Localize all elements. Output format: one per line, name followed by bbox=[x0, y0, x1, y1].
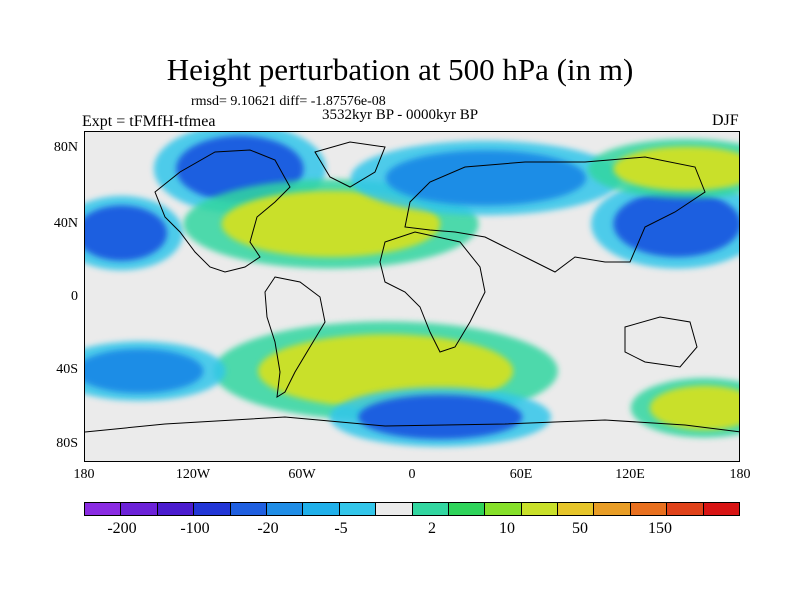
colorbar-label: -100 bbox=[180, 520, 210, 537]
lon-label-60e: 60E bbox=[509, 467, 533, 482]
colorbar-label: 150 bbox=[648, 520, 672, 537]
colorbar-box bbox=[121, 503, 158, 515]
field-region-east-asia-low bbox=[613, 190, 739, 258]
colorbar-box bbox=[412, 503, 449, 515]
coast-africa bbox=[379, 231, 486, 353]
colorbar-box bbox=[339, 503, 377, 515]
field-region-europe-low bbox=[385, 150, 587, 206]
colorbar-label: 2 bbox=[428, 520, 436, 537]
period-subtitle: 3532kyr BP - 0000kyr BP bbox=[322, 107, 479, 123]
coast-antarctica bbox=[85, 416, 739, 433]
lon-label-60w: 60W bbox=[288, 467, 316, 482]
colorbar-box bbox=[85, 503, 122, 515]
coast-south-america bbox=[264, 276, 326, 398]
lat-label-0: 0 bbox=[71, 289, 78, 304]
colorbar-box bbox=[703, 503, 740, 515]
colorbar-box bbox=[630, 503, 668, 515]
colorbar-box bbox=[230, 503, 267, 515]
coast-australia bbox=[624, 316, 698, 368]
colorbar-label: -5 bbox=[334, 520, 348, 537]
map-canvas bbox=[85, 132, 739, 447]
colorbar-box bbox=[594, 503, 631, 515]
colorbar-box bbox=[667, 503, 704, 515]
experiment-label: Expt = tFMfH-tfmea bbox=[82, 113, 216, 130]
coast-greenland bbox=[314, 141, 386, 188]
colorbar-label: -20 bbox=[257, 520, 279, 537]
coastline-layer bbox=[85, 141, 739, 433]
colorbar-box bbox=[157, 503, 195, 515]
field-region-north-atlantic-high bbox=[221, 190, 441, 258]
colorbar-box bbox=[266, 503, 304, 515]
map-plot-area bbox=[84, 131, 740, 462]
colorbar-box bbox=[376, 503, 413, 515]
lon-label-0: 0 bbox=[408, 467, 416, 482]
colorbar-label: 10 bbox=[499, 520, 515, 537]
map-title: Height perturbation at 500 hPa (in m) bbox=[166, 52, 634, 87]
field-region-southern-ocean-low bbox=[358, 394, 523, 440]
coast-eurasia bbox=[404, 156, 706, 273]
lon-label-180w: 180 bbox=[73, 467, 95, 482]
lon-label-120e: 120E bbox=[615, 467, 645, 482]
lon-label-120w: 120W bbox=[175, 467, 211, 482]
stats-text: rmsd= 9.10621 diff= -1.87576e-08 bbox=[191, 94, 386, 109]
field-region-north-pacific-low bbox=[85, 205, 167, 261]
colorbar-label: 50 bbox=[572, 520, 588, 537]
colorbar-box bbox=[521, 503, 559, 515]
colorbar-box bbox=[448, 503, 486, 515]
coast-north-america bbox=[154, 149, 291, 273]
lon-label-180e: 180 bbox=[729, 467, 751, 482]
field-region-siberia-high bbox=[613, 146, 739, 191]
lat-label-80s: 80S bbox=[56, 436, 78, 451]
lat-label-40n: 40N bbox=[53, 216, 78, 231]
field-layer bbox=[85, 132, 739, 447]
colorbar-box bbox=[303, 503, 340, 515]
season-label: DJF bbox=[712, 112, 739, 129]
lat-label-80n: 80N bbox=[53, 140, 78, 155]
lat-label-40s: 40S bbox=[56, 362, 78, 377]
field-region-south-pacific-low bbox=[85, 348, 204, 394]
colorbar-box bbox=[194, 503, 231, 515]
colorbar bbox=[84, 502, 740, 516]
colorbar-box bbox=[558, 503, 595, 515]
colorbar-label: -200 bbox=[107, 520, 137, 537]
colorbar-box bbox=[485, 503, 522, 515]
field-region-south-pacific-high bbox=[649, 385, 739, 430]
